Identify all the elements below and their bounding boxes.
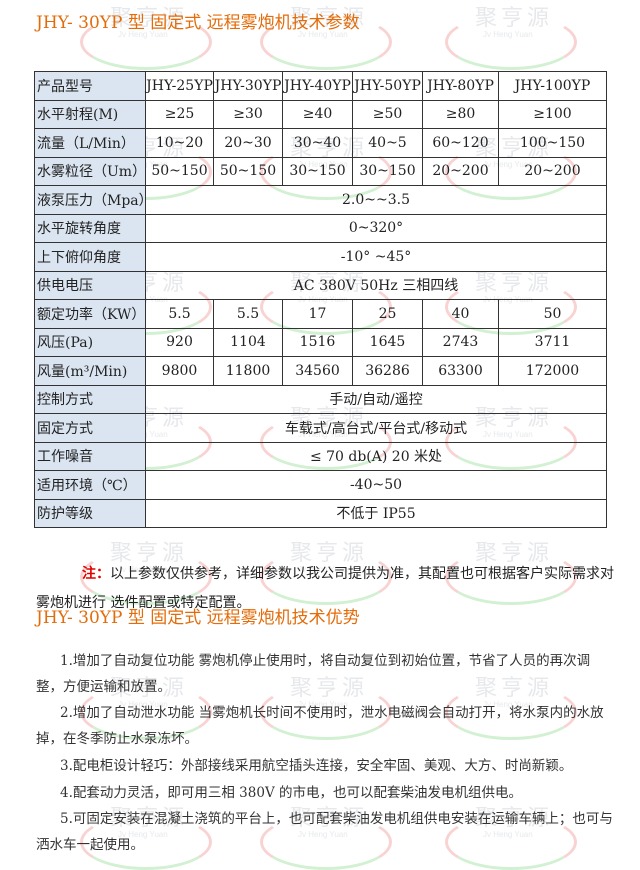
- table-cell: 1104: [213, 327, 283, 357]
- row-label: 流量（L/Min）: [34, 128, 146, 158]
- row-label: 供电电压: [34, 270, 146, 300]
- table-cell: 30~150: [282, 156, 353, 186]
- watermark-ring: [445, 14, 577, 70]
- row-label: 风压(Pa): [34, 327, 146, 357]
- table-cell: -10° ~45°: [145, 242, 607, 272]
- table-cell: 手动/自动/遥控: [145, 384, 607, 414]
- table-row: 风压(Pa) 920 1104 1516 1645 2743 3711: [34, 327, 607, 357]
- table-cell: 30~150: [352, 156, 423, 186]
- table-cell: 20~200: [498, 156, 607, 186]
- table-cell: JHY-100YP: [498, 71, 607, 101]
- table-row: 流量（L/Min） 10~20 20~30 30~40 40~5 60~120 100~15…: [34, 128, 607, 158]
- table-cell: 60~120: [422, 128, 499, 158]
- row-label: 上下俯仰角度: [34, 242, 146, 272]
- table-cell: 17: [282, 299, 353, 329]
- table-cell: JHY-80YP: [422, 71, 499, 101]
- spec-title: JHY- 30YP 型 固定式 远程雾炮机技术参数: [36, 13, 360, 33]
- table-cell: 2.0~~3.5: [145, 185, 607, 215]
- table-cell: ≥80: [422, 99, 499, 129]
- table-cell: 1645: [352, 327, 423, 357]
- table-row: 水平射程(M) ≥25 ≥30 ≥40 ≥50 ≥80 ≥100: [34, 99, 607, 129]
- row-label: 液泵压力（Mpa）: [34, 185, 153, 215]
- table-cell: 36286: [352, 356, 423, 386]
- table-cell: JHY-30YP: [213, 71, 283, 101]
- table-cell: JHY-50YP: [352, 71, 423, 101]
- table-row: 水平旋转角度 0~320°: [34, 213, 607, 243]
- table-row: 固定方式 车载式/高台式/平台式/移动式: [34, 413, 607, 443]
- table-row: 风量(m³/Min) 9800 11800 34560 36286 63300 172000: [34, 356, 607, 386]
- advantage-4: 4.配套动力灵活，即可用三相 380V 的市电，也可以配套柴油发电机组供电。: [60, 785, 522, 801]
- table-row: 上下俯仰角度 -10° ~45°: [34, 242, 607, 272]
- table-cell: 40: [422, 299, 499, 329]
- advantage-1: 1.增加了自动复位功能 雾炮机停止使用时，将自动复位到初始位置，节省了人员的再次…: [36, 653, 591, 695]
- table-cell: 9800: [145, 356, 214, 386]
- table-cell: 30~40: [282, 128, 353, 158]
- table-cell: ≥100: [498, 99, 607, 129]
- table-row: 防护等级 不低于 IP55: [34, 498, 607, 528]
- table-cell: 20~200: [422, 156, 499, 186]
- row-label: 产品型号: [34, 71, 146, 101]
- table-cell: 100~150: [498, 128, 607, 158]
- row-label: 水平旋转角度: [34, 213, 146, 243]
- row-label: 水雾粒径（Um）: [34, 156, 146, 186]
- table-cell: 3711: [498, 327, 607, 357]
- table-cell: 10~20: [145, 128, 214, 158]
- advantages-title: JHY- 30YP 型 固定式 远程雾炮机技术优势: [36, 608, 360, 628]
- table-cell: 不低于 IP55: [145, 498, 607, 528]
- table-row: 工作噪音 ≤ 70 db(A) 20 米处: [34, 441, 607, 471]
- table-cell: ≥50: [352, 99, 423, 129]
- note-text: 以上参数仅供参考，详细参数以我公司提供为准，其配置也可根据客户实际需求对雾炮机进…: [36, 566, 614, 611]
- table-cell: 172000: [498, 356, 607, 386]
- advantage-3: 3.配电柜设计轻巧：外部接线采用航空插头连接，安全牢固、美观、大方、时尚新颖。: [60, 758, 573, 774]
- table-cell: 63300: [422, 356, 499, 386]
- table-row: 适用环境（℃） -40~50: [34, 470, 607, 500]
- row-label: 工作噪音: [34, 441, 146, 471]
- table-row: 水雾粒径（Um） 50~150 50~150 30~150 30~150 20~200 20…: [34, 156, 607, 186]
- row-label: 防护等级: [34, 498, 146, 528]
- row-label: 固定方式: [34, 413, 146, 443]
- table-cell: ≥30: [213, 99, 283, 129]
- table-cell: 40~5: [352, 128, 423, 158]
- table-cell: JHY-25YP: [145, 71, 214, 101]
- table-row: 供电电压 AC 380V 50Hz 三相四线: [34, 270, 607, 300]
- table-cell: 1516: [282, 327, 353, 357]
- advantage-2: 2.增加了自动泄水功能 当雾炮机长时间不使用时，泄水电磁阀会自动打开，将水泵内的…: [36, 705, 604, 747]
- table-cell: 920: [145, 327, 214, 357]
- table-cell: ≥25: [145, 99, 214, 129]
- table-cell: 50: [498, 299, 607, 329]
- table-cell: -40~50: [145, 470, 607, 500]
- table-cell: ≤ 70 db(A) 20 米处: [145, 441, 607, 471]
- note-prefix: 注：: [82, 566, 110, 582]
- table-cell: 11800: [213, 356, 283, 386]
- table-cell: 0~320°: [145, 213, 607, 243]
- table-cell: 34560: [282, 356, 353, 386]
- table-row: 液泵压力（Mpa） 2.0~~3.5: [34, 185, 607, 215]
- spec-table: 产品型号 JHY-25YP JHY-30YP JHY-40YP JHY-50YP JHY-…: [34, 71, 607, 528]
- table-cell: 25: [352, 299, 423, 329]
- row-label: 额定功率（KW）: [34, 299, 146, 329]
- table-cell: 50~150: [145, 156, 214, 186]
- table-row: 额定功率（KW） 5.5 5.5 17 25 40 50: [34, 299, 607, 329]
- row-label: 风量(m³/Min): [34, 356, 146, 386]
- row-label: 水平射程(M): [34, 99, 146, 129]
- table-cell: 5.5: [145, 299, 214, 329]
- row-label: 控制方式: [34, 384, 146, 414]
- table-cell: 2743: [422, 327, 499, 357]
- table-row: 控制方式 手动/自动/遥控: [34, 384, 607, 414]
- watermark-en: Jv Heng Yuan: [483, 30, 533, 39]
- table-cell: 5.5: [213, 299, 283, 329]
- advantage-5: 5.可固定安装在混凝土浇筑的平台上，也可配套柴油发电机组供电安装在运输车辆上；也…: [36, 811, 613, 853]
- row-label: 适用环境（℃）: [34, 470, 146, 500]
- note: 注：以上参数仅供参考，详细参数以我公司提供为准，其配置也可根据客户实际需求对雾炮…: [36, 560, 614, 618]
- watermark-cn: 聚亨源: [475, 6, 554, 31]
- table-cell: JHY-40YP: [282, 71, 353, 101]
- table-cell: 车载式/高台式/平台式/移动式: [145, 413, 607, 443]
- table-cell: 20~30: [213, 128, 283, 158]
- table-cell: ≥40: [282, 99, 353, 129]
- table-cell: 50~150: [213, 156, 283, 186]
- table-row: 产品型号 JHY-25YP JHY-30YP JHY-40YP JHY-50YP JHY-…: [34, 71, 607, 101]
- table-cell: AC 380V 50Hz 三相四线: [145, 270, 607, 300]
